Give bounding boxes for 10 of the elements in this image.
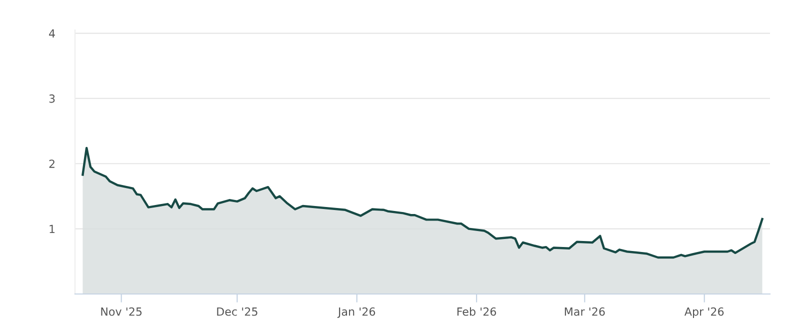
x-tick-label: Jan '26	[337, 307, 376, 318]
x-tick-label: Dec '25	[217, 307, 258, 316]
x-tick-label: Mar '26	[564, 307, 605, 316]
y-tick-label: 3	[49, 94, 55, 103]
y-tick-label: 1	[50, 224, 55, 234]
y-tick-label: 2	[49, 160, 54, 168]
x-tick-label: Feb '26	[457, 307, 496, 316]
y-tick-label: 4	[49, 29, 55, 38]
x-tick-label: Apr '26	[684, 307, 724, 318]
x-tick-label: Nov '25	[101, 307, 142, 316]
